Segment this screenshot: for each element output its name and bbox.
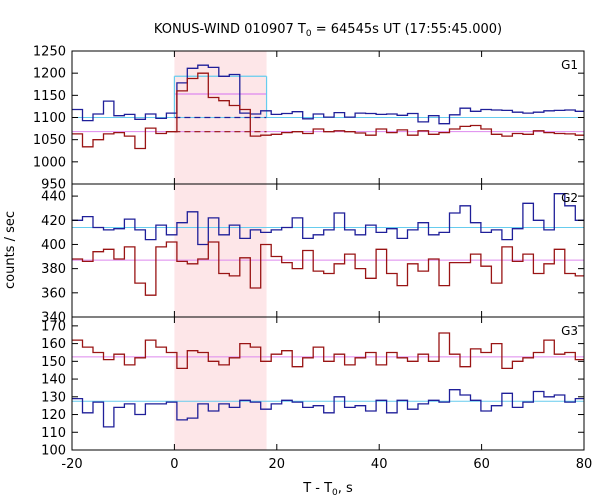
y-tick-label-g2: 400 <box>41 238 66 253</box>
series-line-g1-blue <box>72 64 584 125</box>
y-tick-label-g3: 150 <box>41 355 66 370</box>
y-tick-label-g1: 1150 <box>33 89 66 104</box>
y-tick-label-g3: 120 <box>41 408 66 423</box>
label-layer: 950100010501100115012001250G134036038040… <box>33 45 592 473</box>
panel-frame-g3 <box>71 316 585 451</box>
axes-layer <box>71 50 585 451</box>
shaded-interval-g3 <box>174 317 267 450</box>
chart-title: KONUS-WIND 010907 T0 = 64545s UT (17:55:… <box>154 22 502 39</box>
y-tick-label-g1: 1200 <box>33 67 66 82</box>
panel-frame-g2 <box>71 183 585 318</box>
y-tick-label-g1: 1050 <box>33 133 66 148</box>
y-tick-label-g3: 170 <box>41 319 66 334</box>
series-line-g1-red <box>72 72 584 150</box>
series-line-g2-blue <box>72 193 584 246</box>
panel-label-g1: G1 <box>561 58 578 72</box>
y-tick-label-g2: 420 <box>41 214 66 229</box>
y-tick-label-g1: 1250 <box>33 45 66 60</box>
shaded-interval-layer <box>174 51 267 450</box>
x-tick-label: 40 <box>371 457 388 472</box>
shaded-interval-g2 <box>174 184 267 317</box>
x-axis-title: T - T0, s <box>302 481 353 498</box>
y-tick-label-g2: 360 <box>41 286 66 301</box>
y-tick-label-g1: 1000 <box>33 155 66 170</box>
y-tick-label-g1: 1100 <box>33 111 66 126</box>
y-tick-label-g2: 380 <box>41 262 66 277</box>
y-axis-title: counts / sec <box>3 211 18 289</box>
panel-label-g2: G2 <box>561 191 578 205</box>
x-tick-label: 60 <box>473 457 490 472</box>
x-tick-label: 80 <box>576 457 593 472</box>
panel-label-g3: G3 <box>561 324 578 338</box>
y-tick-label-g3: 140 <box>41 373 66 388</box>
y-tick-label-g3: 160 <box>41 337 66 352</box>
y-tick-label-g2: 340 <box>41 311 66 326</box>
x-tick-label: 20 <box>269 457 286 472</box>
data-layer <box>72 64 584 428</box>
y-tick-label-g3: 110 <box>41 426 66 441</box>
y-tick-label-g3: 100 <box>41 444 66 459</box>
x-tick-label: 0 <box>170 457 178 472</box>
y-tick-label-g3: 130 <box>41 390 66 405</box>
y-tick-label-g2: 440 <box>41 190 66 205</box>
series-line-g3-red <box>72 332 584 370</box>
series-line-g2-red <box>72 241 584 296</box>
y-tick-label-g1: 950 <box>41 178 66 193</box>
x-tick-label: -20 <box>61 457 82 472</box>
series-line-g3-blue <box>72 389 584 428</box>
